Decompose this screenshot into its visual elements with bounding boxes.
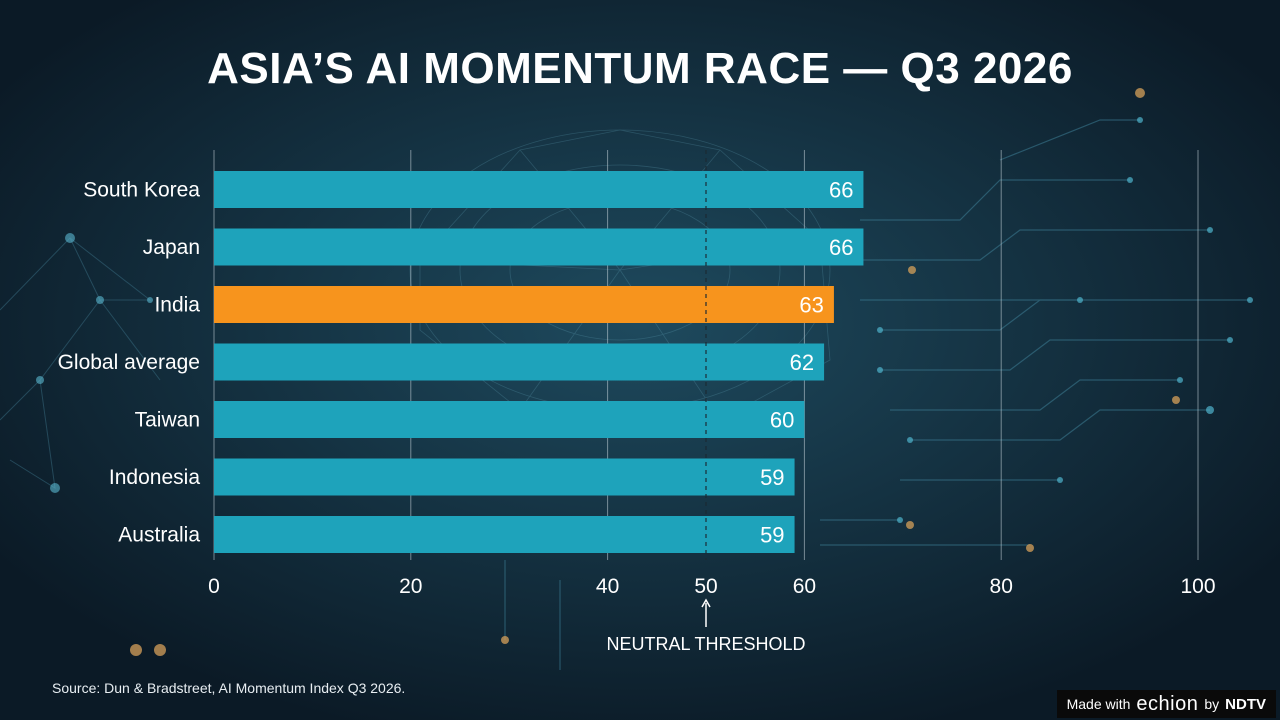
threshold-label: NEUTRAL THRESHOLD [606, 634, 805, 654]
category-label: Australia [118, 524, 200, 547]
ndtv-logo: NDTV [1225, 695, 1266, 713]
watermark-by: by [1204, 696, 1220, 712]
bar [214, 228, 864, 266]
bar [214, 401, 805, 438]
category-label: Japan [143, 236, 200, 259]
tick-label: 20 [399, 575, 422, 598]
bar [214, 516, 795, 553]
watermark-prefix: Made with [1066, 696, 1131, 712]
tick-label: 40 [596, 575, 619, 598]
tick-label: 60 [793, 575, 816, 598]
category-label: South Korea [83, 179, 200, 202]
tick-label: 80 [990, 575, 1013, 598]
value-label: 66 [829, 178, 853, 203]
bar [214, 343, 825, 381]
tick-label: 0 [208, 575, 220, 598]
category-label: India [154, 294, 200, 317]
source-note: Source: Dun & Bradstreet, AI Momentum In… [52, 680, 406, 696]
value-label: 63 [799, 293, 823, 318]
category-label: Global average [58, 351, 200, 374]
bar [214, 286, 834, 323]
tick-label: 50 [694, 575, 717, 598]
value-label: 59 [760, 465, 784, 490]
echion-logo: echion [1136, 692, 1199, 715]
watermark: Made with echion by NDTV [1056, 690, 1276, 718]
bar [214, 171, 864, 208]
value-label: 59 [760, 523, 784, 548]
value-label: 62 [790, 350, 814, 375]
value-label: 66 [829, 235, 853, 260]
category-label: Indonesia [109, 466, 200, 489]
bar [214, 458, 795, 496]
chart-title: ASIA’S AI MOMENTUM RACE — Q3 2026 [207, 44, 1073, 93]
threshold-arrowhead [701, 598, 711, 608]
tick-label: 100 [1180, 575, 1215, 598]
value-label: 60 [770, 408, 794, 433]
category-label: Taiwan [135, 409, 200, 432]
